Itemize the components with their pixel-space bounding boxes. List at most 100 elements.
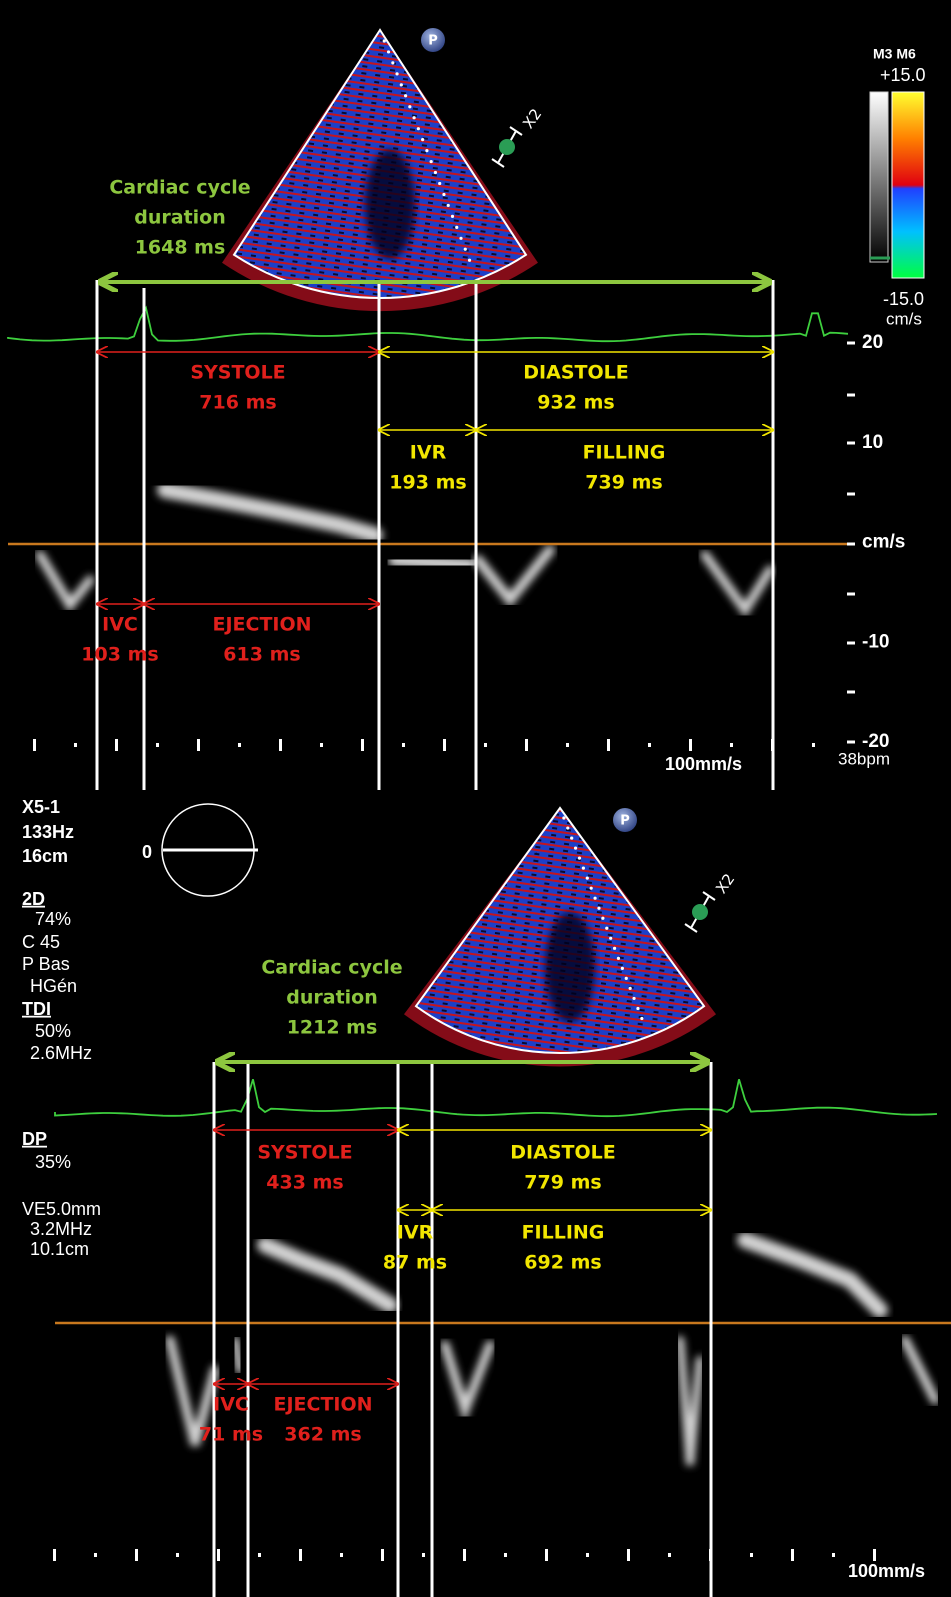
cycle-label: Cardiac cycle xyxy=(261,957,402,979)
time-tick xyxy=(648,743,651,747)
phase-duration: 433 ms xyxy=(266,1172,343,1194)
probe-icon-label: P xyxy=(620,814,630,829)
time-tick xyxy=(750,1553,753,1557)
phase-duration: 716 ms xyxy=(199,392,276,414)
setting-line: 2.6MHz xyxy=(30,1043,92,1063)
time-tick xyxy=(832,1553,835,1557)
scan-line-dot xyxy=(459,237,462,240)
scan-line-dot xyxy=(590,887,593,890)
time-tick xyxy=(279,739,282,751)
cycle-label: duration xyxy=(134,207,226,229)
zoom-marker-cap xyxy=(703,892,715,900)
scan-line-dot xyxy=(632,997,635,1000)
time-tick xyxy=(217,1549,220,1561)
phase-name: IVR xyxy=(397,1222,434,1244)
scan-line-dot xyxy=(586,877,589,880)
time-tick xyxy=(115,739,118,751)
time-tick xyxy=(94,1553,97,1557)
heart-rate: 38bpm xyxy=(838,749,890,768)
scan-line-dot xyxy=(413,116,416,119)
phase-duration: 362 ms xyxy=(284,1424,361,1446)
phase-name: IVC xyxy=(213,1394,249,1416)
time-tick xyxy=(566,743,569,747)
zoom-marker-cap xyxy=(685,924,697,932)
scan-line-dot xyxy=(400,83,403,86)
scan-line-dot xyxy=(593,897,596,900)
colorbar-modes: M3 M6 xyxy=(873,46,916,62)
sweep-speed: 100mm/s xyxy=(665,754,742,774)
doppler-signal xyxy=(745,1240,880,1310)
scale-tick xyxy=(847,741,855,744)
scale-label: 10 xyxy=(862,432,883,453)
scan-line-dot xyxy=(605,927,608,930)
time-tick xyxy=(607,739,610,751)
sector-cavity xyxy=(365,149,415,259)
scale-tick xyxy=(847,543,855,546)
time-tick xyxy=(299,1549,302,1561)
scan-line-dot xyxy=(391,61,394,64)
scan-line-dot xyxy=(408,105,411,108)
scan-line-dot xyxy=(430,160,433,163)
scan-line-dot xyxy=(451,215,454,218)
zoom-focus xyxy=(499,139,515,155)
time-tick xyxy=(361,739,364,751)
phase-duration: 613 ms xyxy=(223,644,300,666)
sweep-speed: 100mm/s xyxy=(848,1561,925,1581)
echo-figure: PX2M3 M6+15.0-15.0cm/sCardiac cycledurat… xyxy=(0,0,951,1597)
zoom-marker-cap xyxy=(510,127,522,135)
scale-label: 20 xyxy=(862,332,883,353)
time-tick xyxy=(586,1553,589,1557)
setting-line: VE5.0mm xyxy=(22,1199,101,1219)
doppler-signal xyxy=(478,550,550,600)
doppler-signal xyxy=(40,555,90,605)
setting-line: P Bas xyxy=(22,954,70,974)
page: { "top": { "colorbar": {"modes": "M3 M6"… xyxy=(0,0,951,1597)
phase-duration: 103 ms xyxy=(81,644,158,666)
scan-line-dot xyxy=(578,857,581,860)
setting-line: C 45 xyxy=(22,932,60,952)
zoom-label: X2 xyxy=(519,105,545,132)
frame-rate: 133Hz xyxy=(22,822,74,842)
scan-line-dot xyxy=(434,171,437,174)
time-tick xyxy=(463,1549,466,1561)
time-tick xyxy=(525,739,528,751)
scale-tick xyxy=(847,493,855,496)
phase-duration: 71 ms xyxy=(199,1424,263,1446)
phase-duration: 779 ms xyxy=(524,1172,601,1194)
time-tick xyxy=(443,739,446,751)
scan-line-dot xyxy=(438,182,441,185)
scan-line-dot xyxy=(621,967,624,970)
time-tick xyxy=(504,1553,507,1557)
doppler-signal xyxy=(395,560,470,565)
time-tick xyxy=(340,1553,343,1557)
phase-name: DIASTOLE xyxy=(523,362,628,384)
scan-line-dot xyxy=(417,127,420,130)
time-tick xyxy=(238,743,241,747)
scan-line-dot xyxy=(574,846,577,849)
doppler-signal xyxy=(445,1345,490,1410)
scan-line-dot xyxy=(404,94,407,97)
zoom-label: X2 xyxy=(712,870,738,897)
phase-name: IVC xyxy=(102,614,138,636)
ecg-trace xyxy=(55,1079,937,1116)
scan-line-dot xyxy=(629,987,632,990)
colorbar-color xyxy=(892,92,924,278)
setting-line: 2D xyxy=(22,889,45,909)
scale-tick xyxy=(847,442,855,445)
colorbar-gray xyxy=(870,92,888,262)
sector-cavity xyxy=(545,912,595,1022)
time-tick xyxy=(791,1549,794,1561)
setting-line: 50% xyxy=(35,1021,71,1041)
scan-line-dot xyxy=(640,1017,643,1020)
time-tick xyxy=(545,1549,548,1561)
time-tick xyxy=(627,1549,630,1561)
time-tick xyxy=(135,1549,138,1561)
time-tick xyxy=(689,739,692,751)
scale-tick xyxy=(847,593,855,596)
time-tick xyxy=(53,1549,56,1561)
setting-line: 35% xyxy=(35,1152,71,1172)
scan-line-dot xyxy=(442,193,445,196)
scan-line-dot xyxy=(383,39,386,42)
setting-line: 10.1cm xyxy=(30,1239,89,1259)
angle-label: 0 xyxy=(142,842,152,862)
